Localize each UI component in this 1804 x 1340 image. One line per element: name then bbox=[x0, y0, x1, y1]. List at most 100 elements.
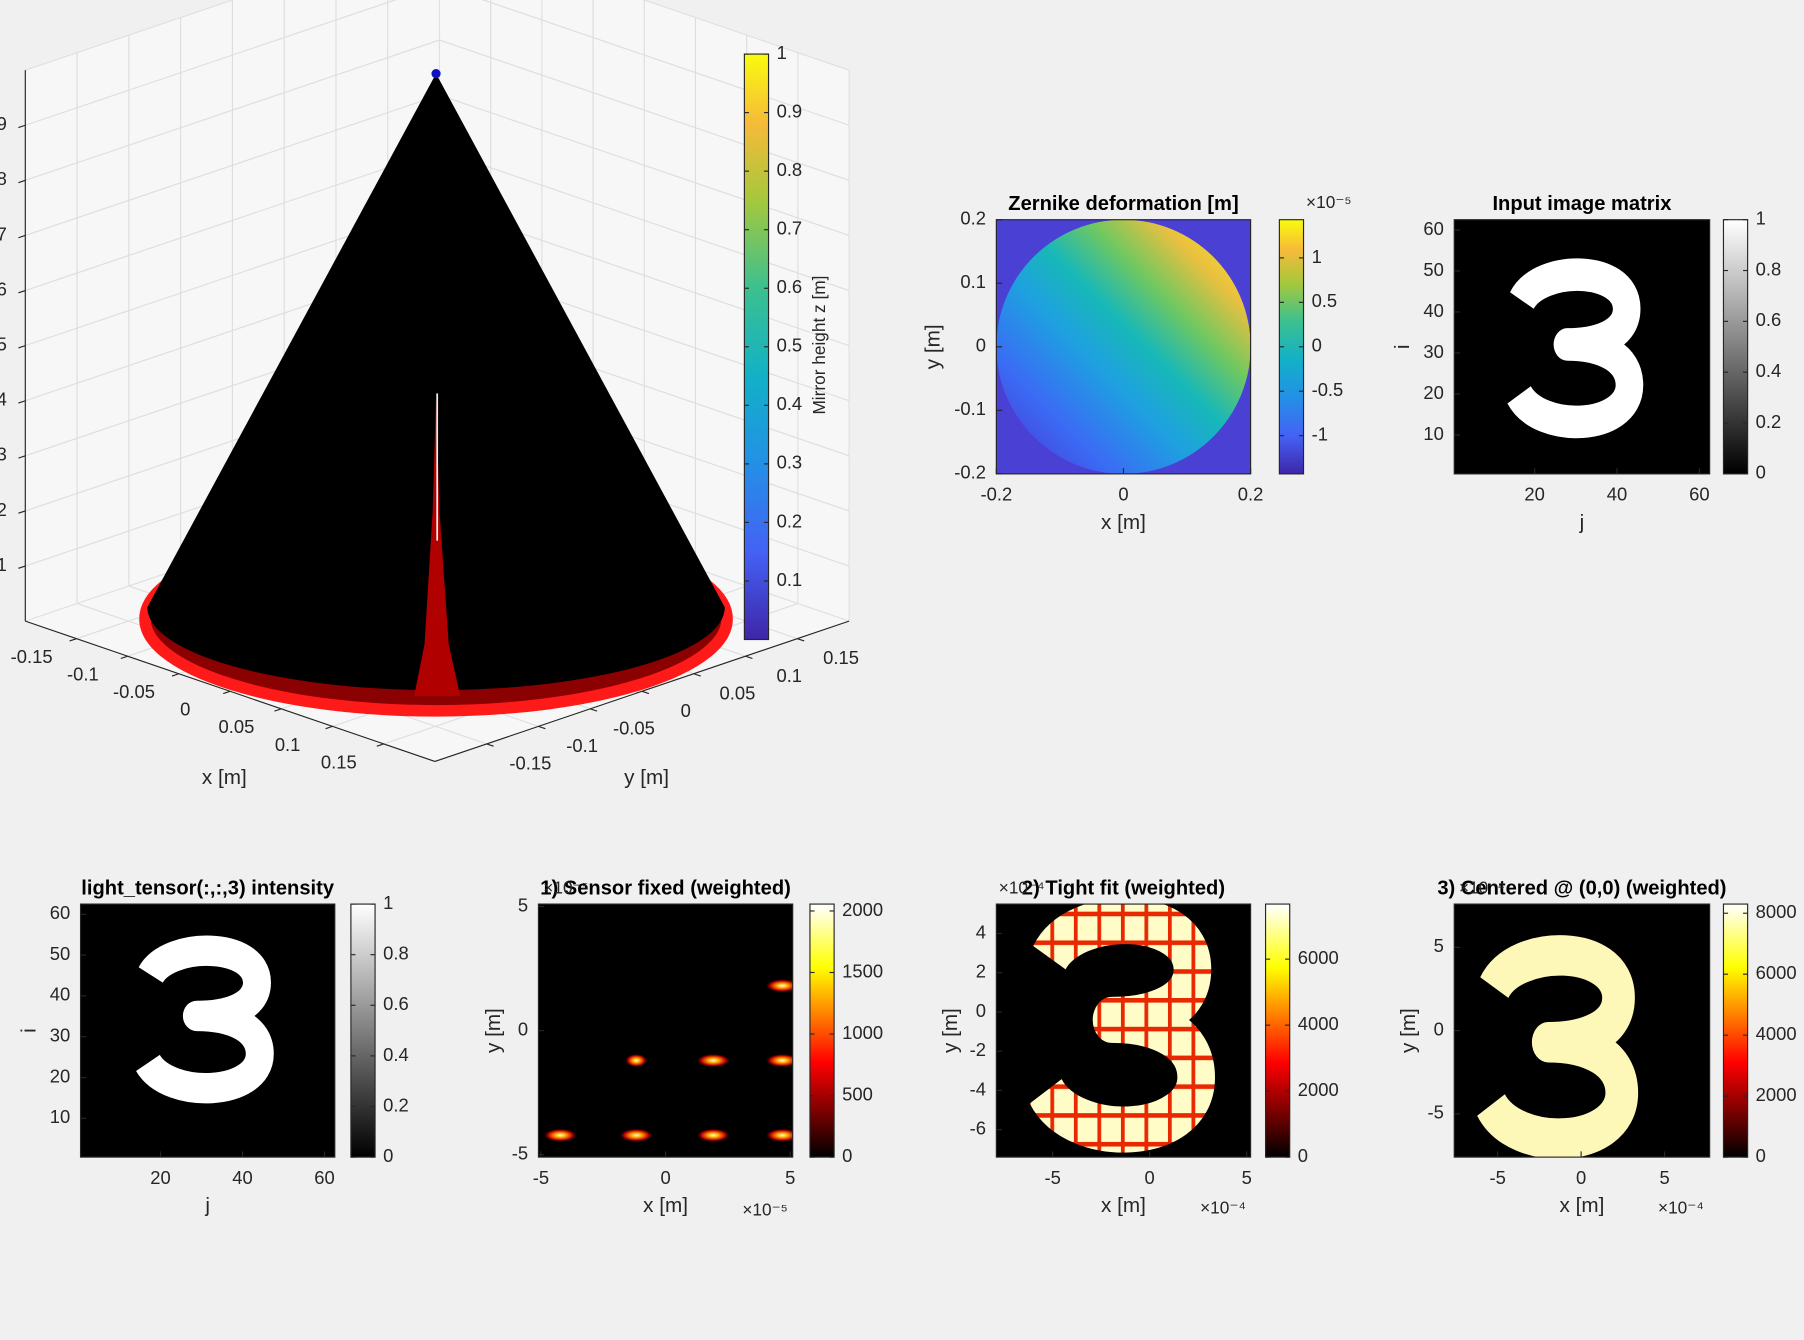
x-tick bbox=[171, 673, 180, 677]
x-tick-label: 0 bbox=[1145, 1167, 1155, 1188]
x-tick bbox=[223, 690, 231, 695]
y-tick-label: 0 bbox=[976, 335, 986, 356]
y-tick-label: 0 bbox=[681, 700, 691, 721]
colorbar-tick-label: 1 bbox=[777, 42, 787, 63]
axes-title: light_tensor(:,:,3) intensity bbox=[81, 877, 335, 899]
x-tick-label: 60 bbox=[1689, 484, 1709, 505]
colorbar-tick-label: 0 bbox=[383, 1145, 393, 1166]
x-tick-label: -5 bbox=[533, 1167, 549, 1188]
digit-stroke bbox=[136, 935, 274, 1104]
y-tick bbox=[590, 708, 598, 712]
y-axis-label: i bbox=[1391, 344, 1414, 349]
colorbar-tick-label: 0.2 bbox=[777, 510, 803, 531]
intensity-spot bbox=[765, 1053, 793, 1068]
axes-box bbox=[1453, 219, 1711, 475]
y-axis-label: i bbox=[17, 1028, 40, 1033]
x-tick-label: 0 bbox=[660, 1167, 670, 1188]
y-tick-label: 50 bbox=[1423, 259, 1443, 280]
image-content bbox=[538, 904, 793, 1158]
colorbar-tick-label: 0.6 bbox=[1756, 309, 1782, 330]
z-tick-label: 0.7 bbox=[0, 223, 7, 244]
colorbar-tick-label: 4000 bbox=[1756, 1023, 1797, 1044]
digit-three bbox=[1029, 904, 1216, 1153]
x-tick-label: -0.2 bbox=[980, 484, 1012, 505]
axes-title: Input image matrix bbox=[1492, 193, 1672, 215]
x-tick-label: -5 bbox=[1044, 1167, 1060, 1188]
colorbar-tick-label: 0.4 bbox=[383, 1044, 409, 1065]
x-tick-label: 0 bbox=[1118, 484, 1128, 505]
colorbar-tick-label: 0.2 bbox=[1756, 411, 1782, 432]
y-tick-label: -5 bbox=[1428, 1102, 1444, 1123]
colorbar-tick-label: 0.7 bbox=[777, 218, 803, 239]
x-tick-label: 20 bbox=[150, 1167, 170, 1188]
colorbar-tick-label: 500 bbox=[842, 1083, 873, 1104]
grid-line bbox=[25, 0, 850, 126]
colorbar-tick-label: 0 bbox=[842, 1145, 852, 1166]
y-multiplier: ×10⁻⁴ bbox=[999, 878, 1045, 898]
colorbar-tick-label: 0.8 bbox=[1756, 258, 1782, 279]
y-tick-label: 5 bbox=[1434, 935, 1444, 956]
x-tick bbox=[325, 725, 333, 730]
digit-stroke bbox=[1029, 904, 1216, 1153]
y-axis bbox=[434, 620, 850, 762]
z-tick bbox=[18, 565, 26, 569]
apex-point bbox=[431, 69, 441, 79]
intensity-spot bbox=[624, 1053, 648, 1068]
y-axis-label: y [m] bbox=[482, 1008, 505, 1053]
z-tick-label: 0.2 bbox=[0, 499, 7, 520]
x-tick-label: 0 bbox=[1576, 1167, 1586, 1188]
y-tick-label: 20 bbox=[50, 1065, 70, 1086]
y-tick-label: -0.2 bbox=[954, 462, 986, 483]
axes-box bbox=[995, 903, 1252, 1158]
colorbar-tick-label: 0.4 bbox=[777, 393, 803, 414]
z-tick-label: 0.6 bbox=[0, 278, 7, 299]
x-multiplier: ×10⁻⁵ bbox=[742, 1200, 788, 1220]
y-tick-label: 60 bbox=[50, 902, 70, 923]
cone-surface bbox=[147, 73, 725, 691]
x-tick-label: 5 bbox=[1242, 1167, 1252, 1188]
x-tick bbox=[120, 655, 128, 660]
x-multiplier: ×10⁻⁴ bbox=[1658, 1197, 1704, 1217]
y-tick-label: -2 bbox=[970, 1039, 986, 1060]
colorbar-tick-label: 0.1 bbox=[777, 569, 803, 590]
colorbar-tick-label: 0.6 bbox=[383, 993, 409, 1014]
x-tick-label: 0.15 bbox=[321, 751, 357, 772]
x-axis bbox=[25, 620, 436, 762]
x-axis-label: x [m] bbox=[1101, 1194, 1146, 1217]
colorbar-tick-label: 0 bbox=[1756, 462, 1766, 483]
y-tick-label: 0.1 bbox=[960, 271, 986, 292]
colorbar-tick-label: 0 bbox=[1298, 1145, 1308, 1166]
colorbar bbox=[1722, 903, 1749, 1158]
z-tick-label: 0.9 bbox=[0, 113, 7, 134]
colorbar-label: Mirror height z [m] bbox=[809, 276, 829, 415]
y-tick-label: 10 bbox=[50, 1106, 70, 1127]
colorbar-tick-label: 0.5 bbox=[1312, 290, 1338, 311]
zernike-disk bbox=[996, 219, 1251, 474]
image-content bbox=[1454, 904, 1710, 1158]
x-tick-label: 5 bbox=[1659, 1167, 1669, 1188]
y-tick-label: -5 bbox=[512, 1142, 528, 1163]
colorbar-tick-label: 0 bbox=[1312, 335, 1322, 356]
colorbar-tick-label: 6000 bbox=[1298, 947, 1339, 968]
y-tick bbox=[486, 743, 494, 747]
colorbar-tick-label: 1 bbox=[383, 892, 393, 913]
y-tick-label: 0.1 bbox=[776, 665, 802, 686]
y-tick-label: -0.1 bbox=[954, 398, 986, 419]
colorbar-tick-label: 8000 bbox=[1756, 901, 1797, 922]
colorbar-tick-label: 1500 bbox=[842, 960, 883, 981]
colorbar-tick-label: 4000 bbox=[1298, 1013, 1339, 1034]
y-tick-label: 30 bbox=[1423, 341, 1443, 362]
y-tick-label: 40 bbox=[1423, 300, 1443, 321]
z-tick bbox=[18, 179, 26, 184]
colorbar bbox=[350, 903, 376, 1158]
z-tick bbox=[18, 510, 26, 514]
colorbar-tick-label: 0.3 bbox=[777, 452, 803, 473]
intensity-spot bbox=[765, 978, 793, 993]
x-tick-label: 0 bbox=[180, 699, 190, 720]
x-axis-label: x [m] bbox=[1101, 511, 1146, 534]
x-tick-label: 40 bbox=[1607, 484, 1627, 505]
colorbar-tick-label: 0.2 bbox=[383, 1094, 409, 1115]
y-tick-label: -4 bbox=[970, 1078, 986, 1099]
z-tick-label: 0.4 bbox=[0, 389, 7, 410]
